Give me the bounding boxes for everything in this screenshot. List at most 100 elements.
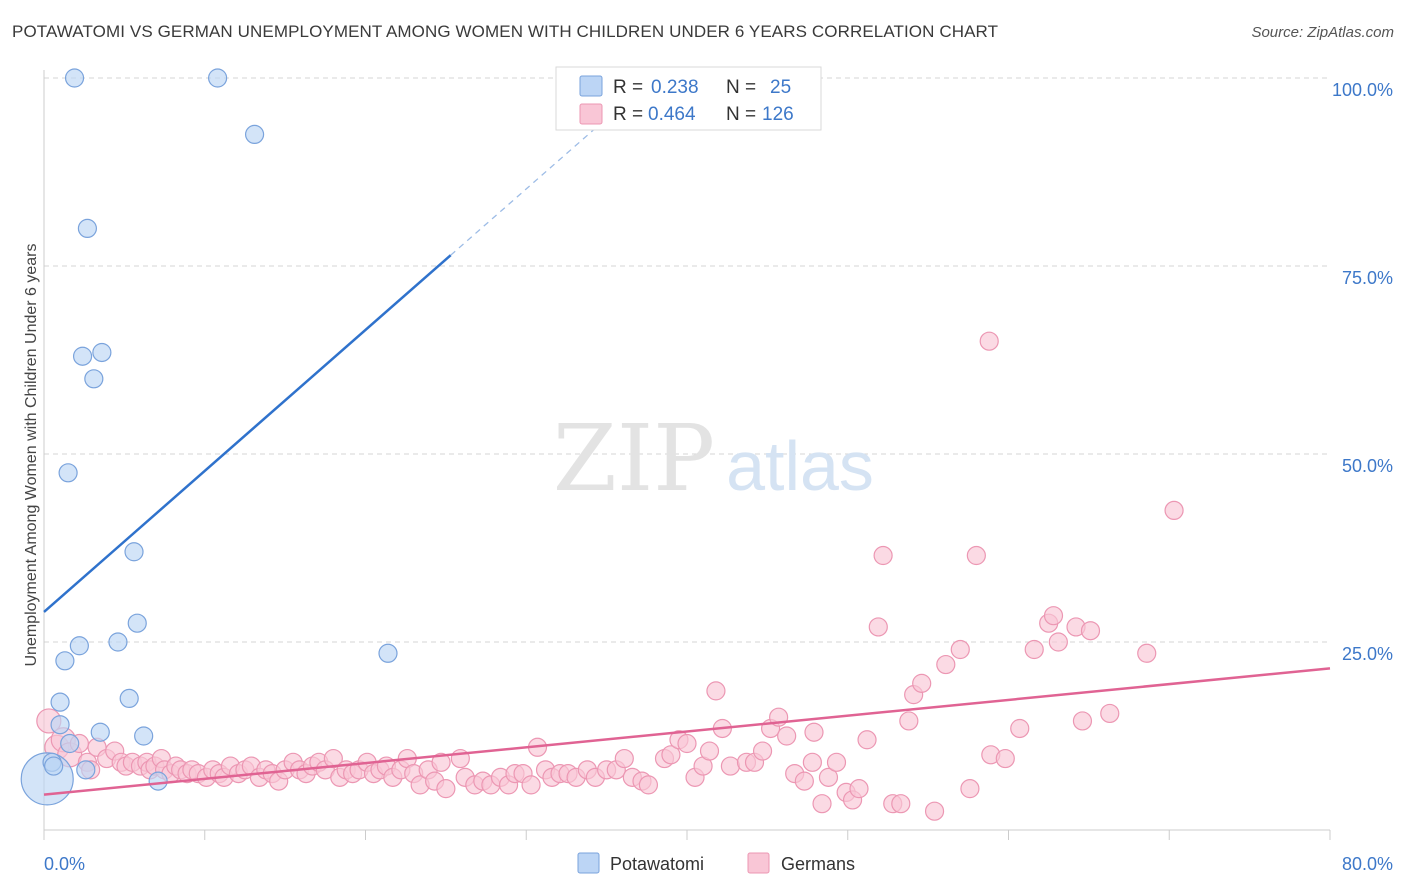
- x-axis-ticks: [43, 830, 1331, 840]
- potawatomi-point: [90, 722, 110, 742]
- germans-point: [436, 779, 456, 799]
- y-tick-label: 100.0%: [1332, 80, 1393, 100]
- germans-point: [1137, 643, 1157, 663]
- germans-legend-swatch: [747, 852, 770, 874]
- potawatomi-point: [76, 760, 96, 780]
- legend-item-potawatomi[interactable]: Potawatomi: [577, 852, 704, 874]
- x-tick-label-min: 0.0%: [44, 854, 85, 874]
- germans-point: [777, 726, 797, 746]
- potawatomi-point: [108, 632, 128, 652]
- germans-point: [323, 748, 343, 769]
- potawatomi-point: [244, 124, 265, 144]
- germans-point: [1080, 621, 1101, 641]
- potawatomi-point: [208, 68, 228, 88]
- potawatomi-point: [44, 756, 64, 776]
- watermark: ZIP atlas: [553, 405, 874, 512]
- germans-point: [857, 730, 877, 750]
- germans-r-label: R =: [613, 104, 643, 125]
- germans-point: [699, 741, 720, 761]
- germans-point: [960, 779, 980, 799]
- potawatomi-point: [60, 733, 80, 754]
- germans-point: [812, 794, 832, 814]
- potawatomi-point: [58, 463, 78, 483]
- germans-point: [706, 681, 726, 701]
- germans-point: [1010, 718, 1030, 739]
- series-legend: Potawatomi Germans: [577, 852, 855, 874]
- germans-point: [868, 617, 888, 637]
- germans-stats-swatch: [579, 103, 603, 125]
- watermark-atlas: atlas: [726, 427, 874, 505]
- potawatomi-n-label: N =: [726, 77, 756, 98]
- germans-point: [1043, 606, 1064, 626]
- germans-point: [1024, 639, 1044, 660]
- x-axis-tick-labels: 0.0% 80.0%: [44, 854, 1393, 874]
- germans-point: [1048, 632, 1068, 652]
- germans-point: [826, 752, 847, 772]
- potawatomi-r-value: 0.238: [651, 77, 699, 98]
- potawatomi-point: [92, 342, 112, 363]
- germans-point: [802, 752, 822, 772]
- x-tick-label-max: 80.0%: [1342, 854, 1393, 874]
- germans-point: [804, 722, 824, 742]
- germans-point: [1164, 500, 1184, 520]
- germans-point: [752, 741, 773, 761]
- potawatomi-point: [134, 726, 154, 746]
- chart-title: POTAWATOMI VS GERMAN UNEMPLOYMENT AMONG …: [12, 22, 999, 41]
- potawatomi-stats-swatch: [579, 75, 603, 97]
- potawatomi-point: [72, 346, 93, 366]
- chart-source: Source: ZipAtlas.com: [1251, 24, 1394, 41]
- germans-point: [677, 733, 697, 754]
- germans-n-value: 126: [762, 104, 794, 125]
- potawatomi-point: [55, 651, 75, 671]
- germans-point: [1100, 703, 1120, 724]
- potawatomi-r-label: R =: [613, 77, 643, 98]
- germans-point: [638, 775, 659, 795]
- potawatomi-n-value: 25: [770, 77, 791, 98]
- germans-point: [899, 711, 919, 731]
- y-axis-tick-labels: 25.0% 50.0% 75.0% 100.0%: [1332, 80, 1393, 664]
- potawatomi-point: [119, 688, 139, 709]
- watermark-zip: ZIP: [553, 405, 715, 512]
- potawatomi-point: [127, 613, 147, 633]
- germans-point: [873, 545, 893, 566]
- potawatomi-point: [77, 218, 98, 238]
- stats-legend: R = 0.238 N = 25 R = 0.464 N = 126: [555, 66, 822, 131]
- germans-point: [818, 767, 839, 787]
- potawatomi-point: [50, 692, 70, 712]
- y-tick-label: 25.0%: [1342, 644, 1393, 664]
- germans-point: [912, 673, 932, 693]
- germans-point: [849, 779, 869, 799]
- germans-point: [924, 801, 945, 821]
- potawatomi-point: [64, 68, 85, 88]
- germans-point: [966, 545, 986, 566]
- germans-point: [950, 639, 970, 660]
- potawatomi-point: [50, 715, 70, 735]
- germans-r-value: 0.464: [648, 104, 696, 125]
- germans-point: [794, 771, 814, 791]
- legend-item-germans[interactable]: Germans: [747, 852, 855, 874]
- y-axis-label: Unemployment Among Women with Children U…: [23, 243, 40, 666]
- potawatomi-point: [148, 771, 168, 791]
- germans-point: [521, 775, 541, 795]
- potawatomi-point: [84, 369, 104, 389]
- germans-n-label: N =: [726, 104, 756, 125]
- potawatomi-point: [69, 636, 89, 656]
- potawatomi-points: [20, 68, 398, 806]
- potawatomi-point: [378, 643, 398, 663]
- germans-point: [936, 654, 956, 675]
- potawatomi-legend-swatch: [577, 852, 600, 874]
- potawatomi-trend-line: [43, 254, 452, 613]
- potawatomi-point: [124, 542, 144, 562]
- germans-point: [891, 794, 911, 814]
- germans-point: [720, 756, 741, 776]
- grid-lines: [44, 77, 1330, 643]
- germans-point: [1072, 711, 1093, 731]
- germans-legend-label: Germans: [781, 854, 855, 874]
- germans-point: [431, 752, 451, 772]
- germans-point: [979, 331, 999, 351]
- germans-point: [614, 748, 634, 769]
- potawatomi-legend-label: Potawatomi: [610, 854, 704, 874]
- y-tick-label: 75.0%: [1342, 268, 1393, 288]
- germans-trend-line: [43, 667, 1331, 796]
